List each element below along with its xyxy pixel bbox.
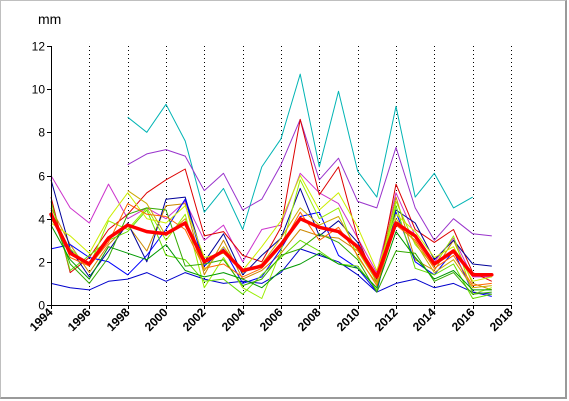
series-lines [50, 73, 493, 299]
axes [47, 46, 512, 309]
x-tick-label-2014: 2014 [410, 305, 439, 334]
x-tick-label-2002: 2002 [180, 305, 209, 334]
x-tick-label-1996: 1996 [65, 305, 94, 334]
x-tick-label-2016: 2016 [449, 305, 478, 334]
x-tick-label-2004: 2004 [219, 305, 248, 334]
x-tick-label-1994: 1994 [27, 305, 56, 334]
x-tick-label-2000: 2000 [142, 305, 171, 334]
x-tick-label-2010: 2010 [334, 305, 363, 334]
y-tick-labels: 0 2 4 6 8 10 12 [32, 40, 46, 313]
series-line-7 [50, 198, 492, 297]
x-tick-label-2006: 2006 [257, 305, 286, 334]
series-line-6 [50, 179, 492, 280]
x-tick-label-2012: 2012 [372, 305, 401, 334]
series-line-11 [50, 175, 492, 282]
x-tick-label-2008: 2008 [295, 305, 324, 334]
y-tick-label-2: 2 [38, 256, 45, 270]
highlight-line [49, 212, 494, 279]
series-line-12 [50, 207, 492, 295]
y-unit-label: mm [38, 11, 61, 27]
series-line-2 [127, 118, 492, 241]
x-tick-label-1998: 1998 [104, 305, 133, 334]
series-line-8 [50, 248, 492, 295]
y-tick-label-10: 10 [32, 83, 46, 97]
y-tick-label-4: 4 [38, 213, 45, 227]
y-tick-label-6: 6 [38, 170, 45, 184]
y-tick-label-12: 12 [32, 40, 46, 54]
highlight-series-line [49, 212, 494, 279]
x-tick-labels: 1994 1996 1998 2000 2002 2004 2006 2008 2010 2012… [27, 305, 516, 334]
series-line-13 [50, 224, 492, 291]
x-tick-label-2018: 2018 [487, 305, 516, 334]
series-line-4 [50, 118, 493, 284]
series-line-1 [127, 73, 473, 230]
series-line-9 [50, 201, 492, 299]
y-tick-label-0: 0 [38, 299, 45, 313]
y-tick-label-8: 8 [38, 126, 45, 140]
